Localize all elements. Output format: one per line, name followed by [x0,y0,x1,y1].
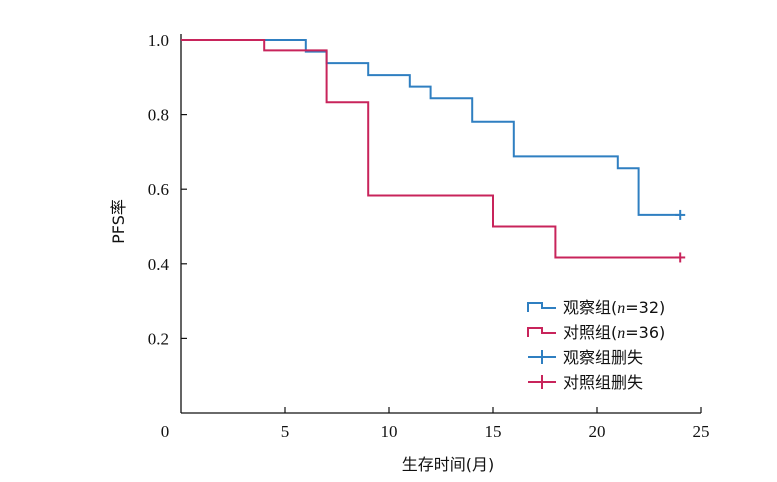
y-axis-title: PFS率 [109,199,128,244]
y-tick-label: 0.2 [148,329,169,348]
y-tick-label: 1.0 [148,31,169,50]
legend-label-prefix: 观察组( [563,298,617,317]
legend-label-italic: n [617,300,625,317]
legend-step-line [527,302,556,312]
legend-label-prefix: 对照组( [563,323,617,342]
x-tick-label: 10 [381,422,398,441]
legend-label: 对照组删失 [563,373,643,392]
censor-marks [675,209,686,263]
x-tick-label: 20 [589,422,606,441]
legend-label-italic: n [617,325,625,342]
legend-label: 观察组(n=32) [563,298,665,317]
y-tick-label: 0.6 [148,180,169,199]
legend-label: 对照组(n=36) [563,323,665,342]
x-axis-title: 生存时间(月) [402,455,495,474]
censor-mark-control [675,252,686,263]
x-tick-label: 15 [485,422,502,441]
y-tick-label: 0.8 [148,106,169,125]
legend-step-line [527,327,556,337]
legend-label: 观察组删失 [563,348,643,367]
y-tick-label: 0.4 [148,255,170,274]
x-tick-label: 25 [693,422,710,441]
legend-label-suffix: =32) [625,298,665,317]
series-lines [181,39,681,259]
legend-censor-symbol [528,375,556,389]
x-tick-label: 0 [161,422,170,441]
series-line-control [181,39,681,259]
axes: 0 5 10 15 20 25 0.2 0.4 0.6 0.8 1.0 生存时间(月) PFS率 [109,31,710,474]
legend-label-suffix: =36) [625,323,665,342]
x-tick-label: 5 [281,422,290,441]
legend-step-symbol [527,327,556,337]
series-line-observation [181,39,681,216]
legend-step-symbol [527,302,556,312]
censor-mark-observation [675,209,686,220]
legend-censor-symbol [528,350,556,364]
